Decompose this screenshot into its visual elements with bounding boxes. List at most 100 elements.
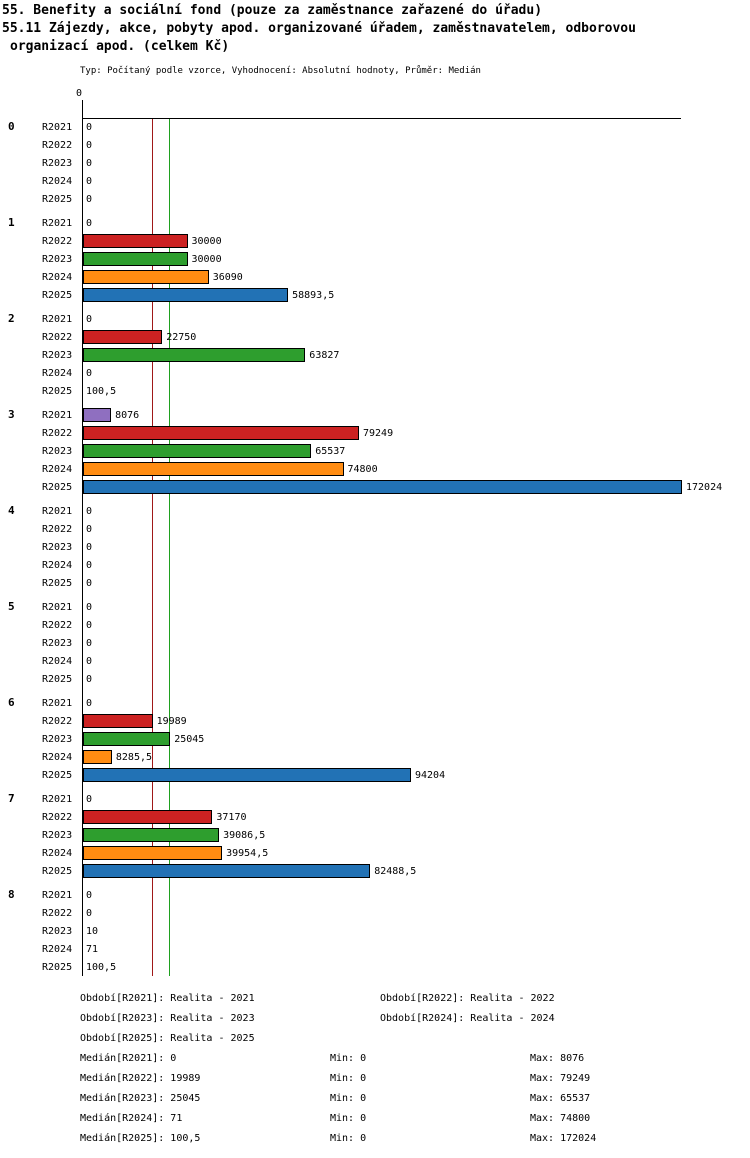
year-label: R2021 <box>42 794 73 805</box>
bar-value-label: 0 <box>86 908 93 919</box>
year-label: R2023 <box>42 542 73 553</box>
bar-value-label: 74800 <box>347 464 378 475</box>
bar-r2025 <box>83 480 682 494</box>
bar-value-label: 58893,5 <box>292 290 335 301</box>
bar-r2023 <box>83 828 220 842</box>
legend-median-text: Medián[R2023]: 25045 <box>80 1093 201 1104</box>
bar-value-label: 0 <box>86 560 93 571</box>
bar-value-label: 0 <box>86 602 93 613</box>
bar-r2022 <box>83 810 213 824</box>
year-label: R2022 <box>42 908 73 919</box>
bar-r2022 <box>83 330 163 344</box>
bar-r2024 <box>83 750 112 764</box>
bar-value-label: 79249 <box>363 428 394 439</box>
year-label: R2025 <box>42 770 73 781</box>
bar-value-label: 0 <box>86 524 93 535</box>
bar-value-label: 10 <box>86 926 99 937</box>
year-label: R2022 <box>42 620 73 631</box>
bar-value-label: 0 <box>86 578 93 589</box>
bar-value-label: 22750 <box>166 332 197 343</box>
bar-value-label: 63827 <box>309 350 340 361</box>
bar-value-label: 0 <box>86 122 93 133</box>
group-label: 7 <box>8 792 15 805</box>
year-label: R2023 <box>42 158 73 169</box>
group-label: 2 <box>8 312 15 325</box>
bar-value-label: 8076 <box>115 410 140 421</box>
year-label: R2024 <box>42 464 73 475</box>
bar-value-label: 0 <box>86 674 93 685</box>
year-label: R2022 <box>42 716 73 727</box>
bar-value-label: 0 <box>86 638 93 649</box>
legend-period-text: Období[R2021]: Realita - 2021 <box>80 993 255 1004</box>
year-label: R2021 <box>42 314 73 325</box>
year-label: R2024 <box>42 176 73 187</box>
legend-period-text: Období[R2025]: Realita - 2025 <box>80 1033 255 1044</box>
median-reference-line-r2023 <box>169 119 171 976</box>
report-title-line1: 55. Benefity a sociální fond (pouze za z… <box>2 3 543 18</box>
year-label: R2024 <box>42 656 73 667</box>
legend-median-text: Medián[R2021]: 0 <box>80 1053 177 1064</box>
year-label: R2023 <box>42 446 73 457</box>
bar-value-label: 0 <box>86 794 93 805</box>
year-label: R2024 <box>42 272 73 283</box>
bar-value-label: 0 <box>86 314 93 325</box>
x-axis-origin-label: 0 <box>76 88 83 99</box>
y-axis-line <box>82 100 83 976</box>
year-label: R2021 <box>42 698 73 709</box>
legend-min-text: Min: 0 <box>330 1053 367 1064</box>
year-label: R2021 <box>42 122 73 133</box>
report-title-line2: 55.11 Zájezdy, akce, pobyty apod. organi… <box>2 21 636 36</box>
bar-r2023 <box>83 348 306 362</box>
year-label: R2025 <box>42 386 73 397</box>
legend-median-text: Medián[R2025]: 100,5 <box>80 1133 201 1144</box>
bar-value-label: 0 <box>86 194 93 205</box>
bar-r2024 <box>83 462 344 476</box>
bar-r2021 <box>83 408 112 422</box>
bar-value-label: 94204 <box>415 770 446 781</box>
group-label: 1 <box>8 216 15 229</box>
bar-value-label: 39954,5 <box>226 848 269 859</box>
bar-value-label: 25045 <box>174 734 205 745</box>
bar-value-label: 0 <box>86 890 93 901</box>
legend-min-text: Min: 0 <box>330 1073 367 1084</box>
legend-min-text: Min: 0 <box>330 1133 367 1144</box>
legend-min-text: Min: 0 <box>330 1093 367 1104</box>
legend-max-text: Max: 74800 <box>530 1113 591 1124</box>
legend-max-text: Max: 8076 <box>530 1053 585 1064</box>
year-label: R2021 <box>42 506 73 517</box>
legend-period-text: Období[R2023]: Realita - 2023 <box>80 1013 255 1024</box>
bar-r2024 <box>83 270 209 284</box>
bar-value-label: 71 <box>86 944 99 955</box>
year-label: R2025 <box>42 194 73 205</box>
group-label: 6 <box>8 696 15 709</box>
bar-value-label: 19989 <box>156 716 187 727</box>
bar-value-label: 30000 <box>191 236 222 247</box>
year-label: R2025 <box>42 290 73 301</box>
group-label: 4 <box>8 504 15 517</box>
year-label: R2024 <box>42 848 73 859</box>
year-label: R2021 <box>42 218 73 229</box>
legend-period-text: Období[R2024]: Realita - 2024 <box>380 1013 555 1024</box>
bar-r2023 <box>83 444 312 458</box>
bar-r2024 <box>83 846 223 860</box>
bar-value-label: 0 <box>86 158 93 169</box>
legend-period-text: Období[R2022]: Realita - 2022 <box>380 993 555 1004</box>
legend-max-text: Max: 172024 <box>530 1133 597 1144</box>
chart-meta-line: Typ: Počítaný podle vzorce, Vyhodnocení:… <box>80 66 481 76</box>
group-label: 8 <box>8 888 15 901</box>
bar-r2022 <box>83 426 359 440</box>
bar-value-label: 0 <box>86 176 93 187</box>
legend-median-text: Medián[R2024]: 71 <box>80 1113 183 1124</box>
year-label: R2021 <box>42 602 73 613</box>
bar-r2025 <box>83 768 411 782</box>
bar-value-label: 0 <box>86 620 93 631</box>
group-label: 0 <box>8 120 15 133</box>
bar-value-label: 65537 <box>315 446 346 457</box>
year-label: R2022 <box>42 524 73 535</box>
year-label: R2025 <box>42 866 73 877</box>
report-title-line3: organizací apod. (celkem Kč) <box>10 39 230 54</box>
bar-r2023 <box>83 252 188 266</box>
bar-value-label: 0 <box>86 140 93 151</box>
year-label: R2021 <box>42 890 73 901</box>
bar-value-label: 0 <box>86 506 93 517</box>
